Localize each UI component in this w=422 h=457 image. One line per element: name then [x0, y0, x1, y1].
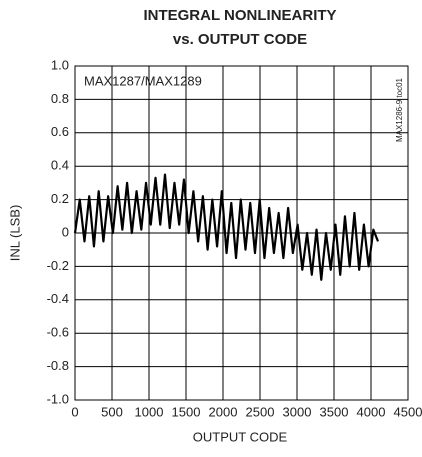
y-axis-label: INL (LSB): [7, 205, 22, 262]
x-tick-label: 2000: [209, 404, 238, 419]
y-tick-label: -0.6: [47, 325, 69, 340]
y-tick-label: 0.6: [51, 124, 69, 139]
y-tick-label: 0: [62, 224, 69, 239]
x-tick-label: 3500: [320, 404, 349, 419]
x-tick-label: 500: [101, 404, 123, 419]
chart-title: INTEGRAL NONLINEARITY: [143, 7, 336, 24]
y-tick-label: 0.8: [51, 91, 69, 106]
y-tick-label: -0.4: [47, 291, 69, 306]
y-tick-label: 0.4: [51, 158, 69, 173]
x-tick-label: 1500: [172, 404, 201, 419]
y-tick-label: 1.0: [51, 57, 69, 72]
x-tick-label: 1000: [135, 404, 164, 419]
y-tick-label: -0.2: [47, 258, 69, 273]
y-tick-label: 0.2: [51, 191, 69, 206]
annotation: MAX1287/MAX1289: [84, 73, 202, 88]
annotation-box: [80, 67, 206, 90]
chart-subtitle: vs. OUTPUT CODE: [173, 31, 307, 48]
x-tick-label: 3000: [283, 404, 312, 419]
x-tick-label: 2500: [246, 404, 275, 419]
x-tick-label: 0: [71, 404, 78, 419]
y-tick-label: -0.8: [47, 358, 69, 373]
x-axis-label: OUTPUT CODE: [193, 429, 288, 444]
y-tick-label: -1.0: [47, 391, 69, 406]
figure-id: MAX1286-9 toc01: [395, 77, 404, 142]
data-line: [73, 173, 380, 281]
x-tick-label: 4500: [394, 404, 422, 419]
x-tick-label: 4000: [357, 404, 386, 419]
